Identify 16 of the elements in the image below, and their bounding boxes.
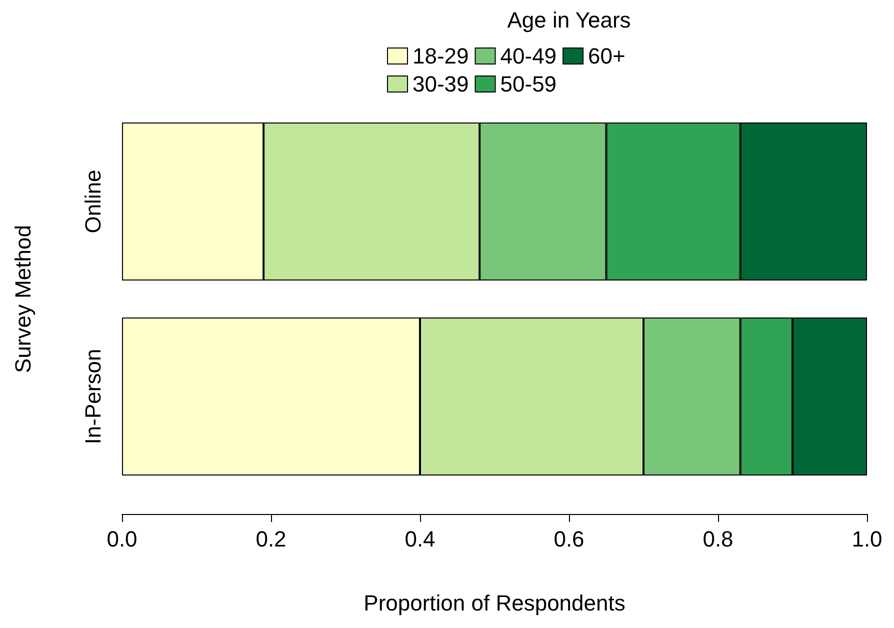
legend-label: 50-59 xyxy=(500,72,557,96)
x-axis-title: Proportion of Respondents xyxy=(364,590,626,616)
legend-label: 18-29 xyxy=(412,44,469,68)
x-tick-label: 0.2 xyxy=(256,526,286,552)
y-tick-label: Online xyxy=(80,170,106,234)
y-tick-label: In-Person xyxy=(80,348,106,444)
x-tick-label: 0.6 xyxy=(554,526,584,552)
legend-label: 60+ xyxy=(588,44,626,68)
x-tick-label: 0.4 xyxy=(404,526,436,552)
legend-label: 40-49 xyxy=(500,44,557,68)
legend-label: 30-39 xyxy=(412,72,469,96)
x-tick-label: 0.0 xyxy=(106,526,138,552)
x-tick-label: 1.0 xyxy=(852,526,882,552)
y-axis-title: Survey Method xyxy=(10,225,36,373)
x-tick-label: 0.8 xyxy=(702,526,734,552)
legend-title: Age in Years xyxy=(507,8,631,32)
